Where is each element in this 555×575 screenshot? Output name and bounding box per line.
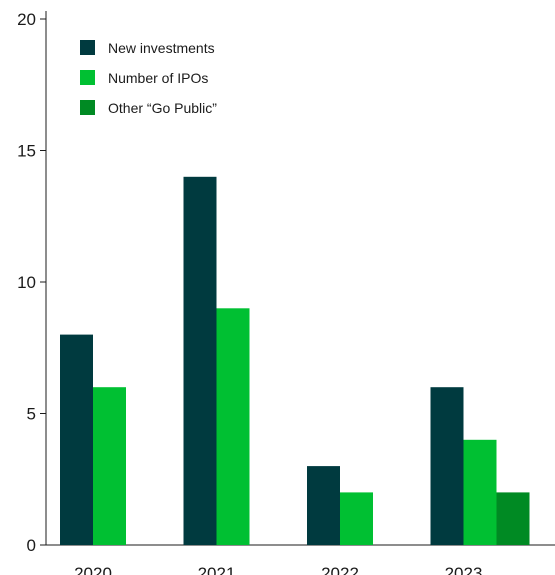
legend-swatch [80, 100, 95, 115]
x-tick-label: 2020 [74, 564, 112, 575]
y-tick-label: 0 [27, 536, 36, 555]
legend-swatch [80, 40, 95, 55]
bar-new-investments-2020 [60, 334, 93, 545]
bar-other-go-public-2023 [496, 492, 530, 545]
y-tick-label: 10 [17, 273, 36, 292]
legend-label: New investments [108, 40, 215, 56]
bar-new-investments-2021 [183, 176, 217, 546]
legend-swatch [80, 70, 95, 85]
y-tick-label: 5 [27, 405, 36, 424]
bar-number-of-ipos-2020 [93, 387, 126, 545]
bar-number-of-ipos-2023 [463, 439, 497, 545]
legend-label: Number of IPOs [108, 70, 208, 86]
bars [60, 176, 530, 546]
x-tick-label: 2021 [198, 564, 236, 575]
legend: New investments Number of IPOs Other “Go P… [80, 40, 217, 116]
bar-number-of-ipos-2021 [216, 308, 250, 545]
y-tick-label: 15 [17, 142, 36, 161]
x-tick-label: 2022 [321, 564, 359, 575]
bar-number-of-ipos-2022 [340, 492, 373, 545]
y-tick-label: 20 [17, 10, 36, 29]
bar-new-investments-2022 [307, 466, 340, 545]
legend-label: Other “Go Public” [108, 100, 217, 116]
x-tick-label: 2023 [445, 564, 483, 575]
bar-new-investments-2023 [430, 387, 464, 545]
